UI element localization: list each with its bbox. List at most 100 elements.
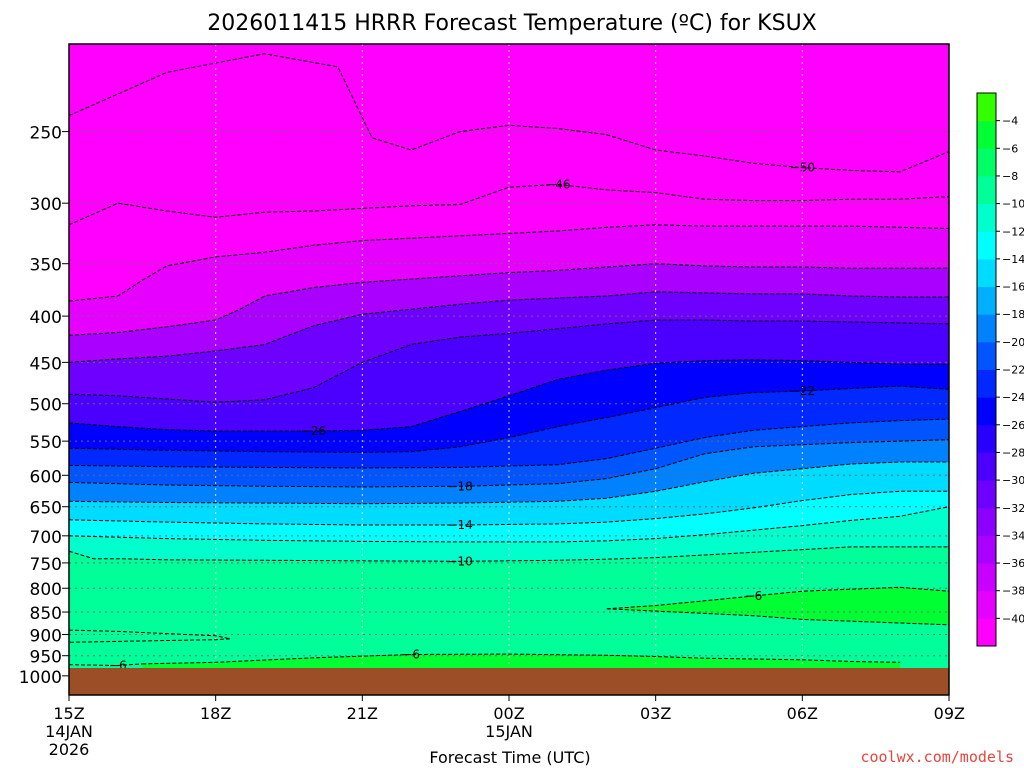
colorbar-label-11: −18 — [1002, 308, 1024, 321]
y-tick-label-400: 400 — [30, 308, 62, 328]
colorbar-swatch-6 — [977, 452, 996, 481]
contour-line-5 — [69, 319, 949, 403]
contour-label-17: −6 — [402, 647, 420, 661]
x-tick-label-3-0: 18Z — [200, 704, 231, 723]
field-band-warm-850 — [606, 587, 949, 625]
y-tick-label-800: 800 — [30, 580, 62, 600]
y-tick-label-500: 500 — [30, 396, 62, 416]
colorbar-label-13: −14 — [1002, 253, 1024, 266]
y-tick-label-700: 700 — [30, 528, 62, 548]
colorbar-label-18: −4 — [1002, 115, 1018, 128]
contour-line-1 — [69, 183, 949, 226]
colorbar-swatch-15 — [977, 203, 996, 232]
colorbar: −40 −38 −36 −34 −32 −30 −28 −26 −24 −22 −20 −18 −16 −… — [976, 92, 1024, 647]
contour-label-13: −10 — [447, 554, 472, 568]
x-tick-label-15-0: 06Z — [787, 704, 818, 723]
credit-text: coolwx.com/models — [860, 748, 1014, 766]
colorbar-label-10: −20 — [1002, 336, 1024, 349]
colorbar-label-12: −16 — [1002, 281, 1024, 294]
y-tick-label-600: 600 — [30, 467, 62, 487]
x-tick-label-12-0: 03Z — [640, 704, 671, 723]
y-tick-label-550: 550 — [30, 433, 62, 453]
colorbar-label-15: −10 — [1002, 198, 1024, 211]
y-tick-label-250: 250 — [30, 124, 62, 144]
colorbar-swatch-17 — [977, 148, 996, 177]
y-tick-label-850: 850 — [30, 604, 62, 624]
colorbar-swatch-13 — [977, 258, 996, 288]
contour-line-18 — [69, 663, 143, 667]
colorbar-swatch-3 — [977, 535, 996, 564]
chart-title: 2026011415 HRRR Forecast Temperature (ºC… — [207, 11, 817, 36]
colorbar-label-2: −36 — [1002, 557, 1024, 570]
colorbar-swatch-1 — [977, 590, 996, 619]
y-axis: 2503003504004505005506006507007508008509… — [19, 124, 69, 688]
x-tick-label-0-2: 2026 — [49, 740, 90, 759]
colorbar-swatch-14 — [977, 231, 996, 260]
colorbar-label-9: −22 — [1002, 364, 1024, 377]
contour-line-4 — [69, 291, 949, 363]
contour-line-3 — [69, 263, 949, 336]
y-tick-label-950: 950 — [30, 648, 62, 668]
contour-label-7: −22 — [790, 384, 815, 398]
colorbar-swatch-7 — [977, 424, 996, 453]
contour-line-2 — [69, 224, 949, 302]
colorbar-label-3: −34 — [1002, 529, 1024, 542]
colorbar-label-17: −6 — [1002, 142, 1018, 155]
contour-label-11: −14 — [447, 518, 472, 532]
contour-line-15 — [606, 608, 949, 626]
colorbar-label-16: −8 — [1002, 170, 1018, 183]
y-tick-label-750: 750 — [30, 555, 62, 575]
contour-label-9: −18 — [447, 479, 472, 493]
contour-line-6 — [69, 359, 949, 432]
x-tick-label-18-0: 09Z — [934, 704, 965, 723]
x-tick-label-0-0: 15Z — [53, 704, 84, 723]
contour-line-7 — [69, 385, 949, 453]
colorbar-label-7: −26 — [1002, 419, 1024, 432]
colorbar-label-0: −40 — [1002, 612, 1024, 625]
y-tick-label-450: 450 — [30, 354, 62, 374]
colorbar-label-4: −32 — [1002, 502, 1024, 515]
colorbar-swatch-5 — [977, 480, 996, 509]
contour-lines: −50−46−26−22−18−14−10−6−6−6 — [69, 53, 949, 673]
colorbar-label-8: −24 — [1002, 391, 1024, 404]
colorbar-label-5: −30 — [1002, 474, 1024, 487]
x-axis-label: Forecast Time (UTC) — [429, 748, 590, 767]
y-tick-label-650: 650 — [30, 499, 62, 519]
contour-line-12 — [69, 506, 949, 543]
ground-surface — [69, 668, 949, 695]
contour-line-8 — [69, 418, 949, 469]
grid-lines — [69, 44, 949, 695]
contour-label-0: −50 — [790, 161, 815, 175]
colorbar-swatch-11 — [977, 314, 996, 343]
x-tick-label-9-0: 00Z — [493, 704, 524, 723]
colorbar-swatch-8 — [977, 397, 996, 426]
colorbar-swatch-10 — [977, 341, 996, 370]
colorbar-swatch-18 — [977, 120, 996, 149]
colorbar-label-14: −12 — [1002, 225, 1024, 238]
colorbar-label-6: −28 — [1002, 446, 1024, 459]
colorbar-swatch-12 — [977, 286, 996, 315]
y-tick-label-300: 300 — [30, 195, 62, 215]
contour-line-11 — [69, 490, 949, 526]
colorbar-swatch-4 — [977, 507, 996, 536]
x-tick-label-0-1: 14JAN — [45, 722, 93, 741]
contour-line-17 — [142, 653, 901, 665]
colorbar-swatch-16 — [977, 175, 996, 205]
colorbar-swatch-9 — [977, 369, 996, 398]
contour-line-13 — [69, 546, 949, 562]
x-tick-label-9-1: 15JAN — [485, 722, 533, 741]
temperature-field — [69, 44, 949, 695]
y-tick-label-900: 900 — [30, 626, 62, 646]
contour-label-14: −6 — [745, 589, 763, 603]
colorbar-swatch-19 — [977, 93, 996, 122]
contour-label-6: −26 — [301, 424, 326, 438]
contour-line-9 — [69, 439, 949, 488]
colorbar-swatch-0 — [977, 618, 996, 647]
contour-line-10 — [69, 461, 949, 505]
colorbar-swatch-2 — [977, 563, 996, 592]
y-tick-label-350: 350 — [30, 256, 62, 276]
contour-line-14 — [606, 586, 949, 610]
contour-label-1: −46 — [545, 177, 570, 191]
